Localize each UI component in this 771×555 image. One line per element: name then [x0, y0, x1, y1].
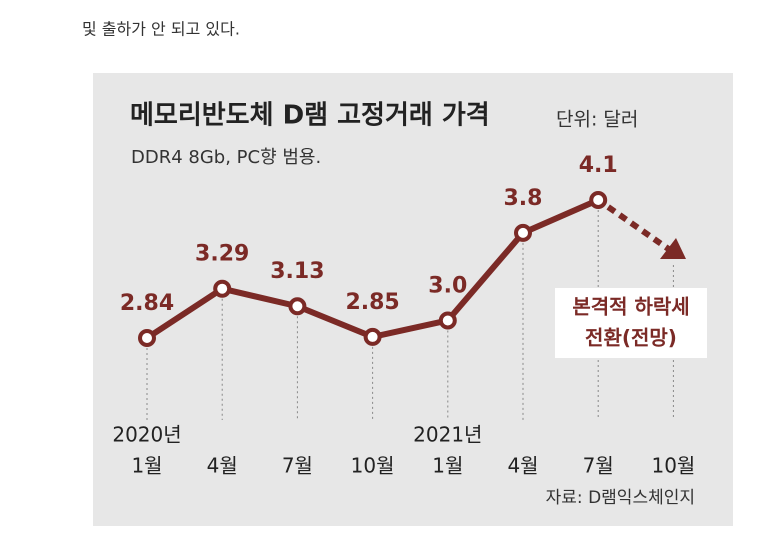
year-label: 2021년: [413, 423, 482, 447]
data-label: 3.8: [504, 186, 543, 211]
arrow-head: [660, 238, 686, 259]
x-tick-label: 10월: [651, 454, 695, 478]
data-label: 3.29: [195, 242, 249, 267]
year-label: 2020년: [112, 423, 181, 447]
data-point: [138, 329, 156, 347]
data-point: [363, 327, 382, 346]
data-label: 2.85: [345, 290, 399, 315]
data-point: [438, 311, 457, 330]
article-text: 및 출하가 안 되고 있다.: [82, 20, 240, 39]
chart-title: 메모리반도체 D램 고정거래 가격: [130, 101, 490, 131]
x-tick-label: 1월: [432, 454, 463, 478]
chart-subtitle: DDR4 8Gb, PC향 범용.: [131, 147, 321, 168]
x-tick-label: 1월: [131, 454, 162, 478]
x-tick-label: 4월: [207, 454, 238, 478]
data-point: [288, 297, 307, 316]
data-point: [213, 279, 232, 298]
unit-label: 단위: 달러: [556, 109, 638, 131]
annotation: 전환(전망): [585, 326, 677, 350]
data-point: [589, 191, 608, 209]
data-label: 3.0: [428, 273, 467, 298]
data-label: 2.84: [120, 291, 174, 316]
data-label: 3.13: [270, 259, 324, 284]
source: 자료: D램익스체인지: [546, 488, 695, 508]
data-point: [514, 223, 532, 242]
x-tick-label: 7월: [583, 454, 614, 478]
annotation-box: [555, 288, 707, 358]
data-label: 4.1: [579, 153, 618, 178]
forecast-arrow: [606, 204, 672, 253]
annotation: 본격적 하락세: [572, 295, 689, 319]
x-tick-label: 10월: [351, 454, 395, 478]
x-tick-label: 4월: [507, 454, 538, 478]
x-tick-label: 7월: [282, 454, 313, 478]
